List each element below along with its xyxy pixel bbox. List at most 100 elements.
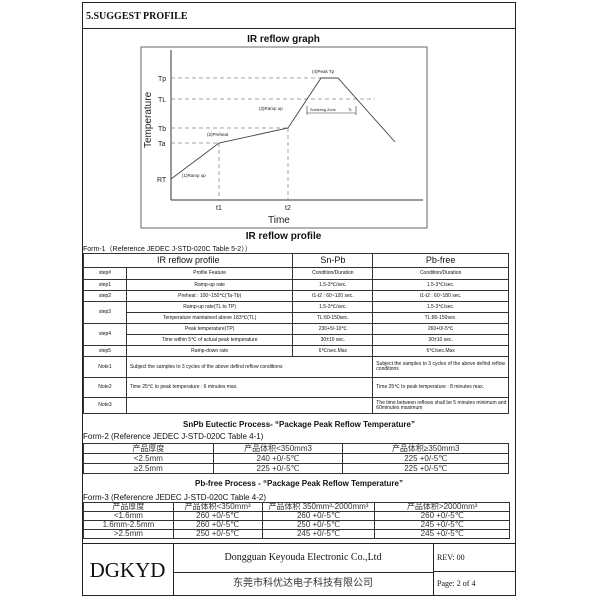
table-cell: 225 +0/-5℃ <box>342 453 509 464</box>
t2-label: t2 <box>285 205 291 212</box>
tp-label: Tp <box>158 76 166 83</box>
table-cell: 250 +0/-5℃ <box>172 529 263 539</box>
table-row: <2.5mm 240 +0/-5℃ 225 +0/-5℃ <box>83 453 509 464</box>
rt-label: RT <box>157 177 167 184</box>
table-row: Temperature maintained above 183℃(TL) TL:… <box>84 312 509 324</box>
tl-zone-label: TL <box>348 108 352 112</box>
table-cell: step2 <box>83 290 127 302</box>
table-cell: step5 <box>83 345 127 357</box>
page-number: Page: 2 of 4 <box>437 579 476 588</box>
form2-title: SnPb Eutectic Process- “Package Peak Ref… <box>183 420 415 429</box>
profile-caption: IR reflow profile <box>245 231 322 242</box>
revision: REV: 00 <box>433 544 516 572</box>
form3-title: Pb-free Process - “Package Peak Reflow T… <box>195 479 403 488</box>
table-cell: 30±10 sec. <box>372 334 509 346</box>
table-row: >2.5mm 250 +0/-5℃ 245 +0/-5℃ 245 +0/-5℃ <box>83 529 510 539</box>
table-cell: 1.5-3℃/sec. <box>372 279 509 291</box>
table-cell: Pb-free <box>372 253 509 268</box>
table-cell: t1-t2 : 60~120 sec. <box>292 290 374 302</box>
table-row: step1 Ramp-up rate 1.5-3℃/sec. 1.5-3℃/sec. <box>83 279 509 291</box>
table-cell: step4 <box>83 323 127 346</box>
stage-peak: (4)Peak Tp <box>312 69 335 74</box>
table-cell: step3 <box>83 301 127 324</box>
table-row: step4 Peak temperature(TP) 230+5/-10℃ 260+0… <box>83 323 509 346</box>
table-cell: 240 +0/-5℃ <box>212 453 344 464</box>
guide-lines <box>171 77 375 200</box>
note-row: Note2 Time 25℃ to peak temperature : 6 mi… <box>83 377 509 398</box>
table-cell: 1.5-3℃/sec. <box>292 279 374 291</box>
table-cell: t1-t2 : 60~180 sec. <box>372 290 509 302</box>
table-cell: TL:60-150sec. <box>292 312 374 324</box>
table-cell: 产品体积≥350mm3 <box>342 443 509 454</box>
form3-table: 产品厚度 产品体积<350mm³ 产品体积 350mm³-2000mm³ 产品体积>2… <box>83 502 510 539</box>
table-cell: Ramp-down rate <box>125 345 294 357</box>
logo: DGKYD <box>82 544 174 596</box>
table-cell: 产品厚度 <box>83 443 214 454</box>
table-cell: Ramp-up rate <box>125 279 294 291</box>
table-cell: Temperature maintained above 183℃(TL) <box>125 312 294 324</box>
graph-title: IR reflow graph <box>247 34 320 45</box>
table-row: step3 Ramp-up rate(TL to TP) 1.5-3℃/sec. 1.… <box>83 301 509 324</box>
table-cell: step1 <box>83 279 127 291</box>
reflow-curve <box>170 77 396 180</box>
table-cell: >2.5mm <box>83 529 174 539</box>
table-cell: Time 25℃ to peak temperature : 6 minutes… <box>125 377 374 398</box>
table-cell: Condition/Duration <box>372 267 509 280</box>
table-cell: Condition/Duration <box>292 267 374 280</box>
table-row: step5 Ramp-down rate 6℃/sec.Max 6℃/sec.Max <box>83 345 509 357</box>
table-cell: Ramp-up rate(TL to TP) <box>125 301 294 313</box>
table-cell: Note3 <box>83 397 127 414</box>
company-name-en: Dongguan Keyouda Electronic Co.,Ltd <box>173 544 434 573</box>
table-cell: step# <box>83 267 127 280</box>
table-cell: Sn-Pb <box>292 253 374 268</box>
table-cell: 225 +0/-5℃ <box>342 463 509 474</box>
section-title: 5.SUGGEST PROFILE <box>82 2 516 29</box>
table-cell: Time within 5℃ of actual peak temperatur… <box>125 334 294 346</box>
table-cell: 245 +0/-5℃ <box>374 529 510 539</box>
x-axis-label: Time <box>268 215 290 226</box>
stage-ramp-up-3: (3)Ramp up <box>259 106 283 111</box>
table-cell: Note2 <box>83 377 127 398</box>
form2-table: 产品厚度 产品体积<350mm3 产品体积≥350mm3 <2.5mm 240 +0/… <box>83 443 509 474</box>
table-cell: The time between reflows shall be 5 minu… <box>372 397 509 414</box>
page-frame <box>82 2 516 596</box>
t1-label: t1 <box>216 205 222 212</box>
table-cell: Peak temperature(TP) <box>125 323 294 335</box>
table-cell: IR reflow profile <box>82 253 294 268</box>
table-cell: 1.5-3℃/sec. <box>292 301 374 313</box>
table-cell: Time 25℃ to peak temperature : 8 minutes… <box>372 377 509 398</box>
table-cell: <2.5mm <box>83 453 214 464</box>
table-cell: Profile Feature <box>125 267 294 280</box>
table-cell: 1.5-3℃/sec. <box>372 301 509 313</box>
table-cell: Preheat : 100~150℃(Ta-Tb) <box>125 290 294 302</box>
y-axis-label: Temperature <box>143 91 154 148</box>
form2-caption: Form-2 (Reference JEDEC J-STD-020C Table… <box>83 432 264 441</box>
table-cell: TL:80-150sec. <box>372 312 509 324</box>
form1-table: IR reflow profile Sn-Pb Pb-free step# Profi… <box>82 253 509 414</box>
table-cell: 260+0/-5℃ <box>372 323 509 335</box>
footer: DGKYD Dongguan Keyouda Electronic Co.,Lt… <box>82 543 516 596</box>
table-cell: 30±10 sec. <box>292 334 374 346</box>
table-cell: 245 +0/-5℃ <box>261 529 376 539</box>
note-row: Note1 Subject the samples to 3 cycles of … <box>83 356 509 378</box>
table-cell: ≥2.5mm <box>83 463 214 474</box>
table-cell: Note1 <box>83 356 127 378</box>
table-cell: Subject the samples to 3 cycles of the a… <box>372 356 509 378</box>
note-row: Note3 The time between reflows shall be 5… <box>83 397 509 414</box>
stage-preheat: (2)Preheat <box>207 132 229 137</box>
table-cell: 6℃/sec.Max <box>372 345 509 357</box>
tl-level-label: TL <box>158 97 166 104</box>
form1-caption: Form-1（Reference JEDEC J-STD-020C Table … <box>83 246 252 253</box>
table-cell: 225 +0/-5℃ <box>212 463 344 474</box>
table-row: ≥2.5mm 225 +0/-5℃ 225 +0/-5℃ <box>83 463 509 474</box>
table-row: step2 Preheat : 100~150℃(Ta-Tb) t1-t2 : 60… <box>83 290 509 302</box>
table-cell: 产品体积<350mm3 <box>212 443 344 454</box>
table-cell: 6℃/sec.Max <box>292 345 374 357</box>
graph-box <box>140 46 428 229</box>
table-row: Time within 5℃ of actual peak temperatur… <box>84 334 509 346</box>
soldering-zone-label: Soldering Zone <box>310 108 336 112</box>
table-cell: 230+5/-10℃ <box>292 323 374 335</box>
table-cell: Subject the samples to 3 cycles of the a… <box>125 356 374 378</box>
table-cell <box>125 397 374 414</box>
